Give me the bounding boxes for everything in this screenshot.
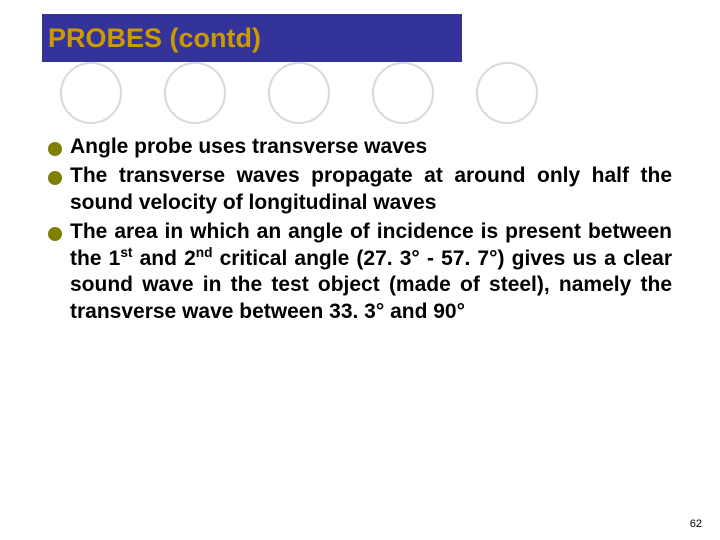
page-number: 62	[690, 518, 702, 530]
slide: PROBES (contd) Angle probe uses transver…	[0, 0, 720, 540]
slide-title: PROBES (contd)	[48, 23, 261, 54]
circle-icon	[60, 62, 122, 124]
bullet-text: The area in which an angle of incidence …	[70, 219, 672, 327]
bullet-text: Angle probe uses transverse waves	[70, 134, 672, 161]
decorative-circles	[60, 62, 538, 124]
bullet-icon	[48, 142, 62, 156]
list-item: Angle probe uses transverse waves	[48, 134, 672, 161]
slide-body: Angle probe uses transverse waves The tr…	[42, 134, 678, 326]
circle-icon	[164, 62, 226, 124]
circle-icon	[372, 62, 434, 124]
list-item: The area in which an angle of incidence …	[48, 219, 672, 327]
bullet-icon	[48, 171, 62, 185]
circle-icon	[268, 62, 330, 124]
list-item: The transverse waves propagate at around…	[48, 163, 672, 217]
title-bar: PROBES (contd)	[42, 14, 462, 62]
circle-icon	[476, 62, 538, 124]
bullet-text: The transverse waves propagate at around…	[70, 163, 672, 217]
bullet-icon	[48, 227, 62, 241]
